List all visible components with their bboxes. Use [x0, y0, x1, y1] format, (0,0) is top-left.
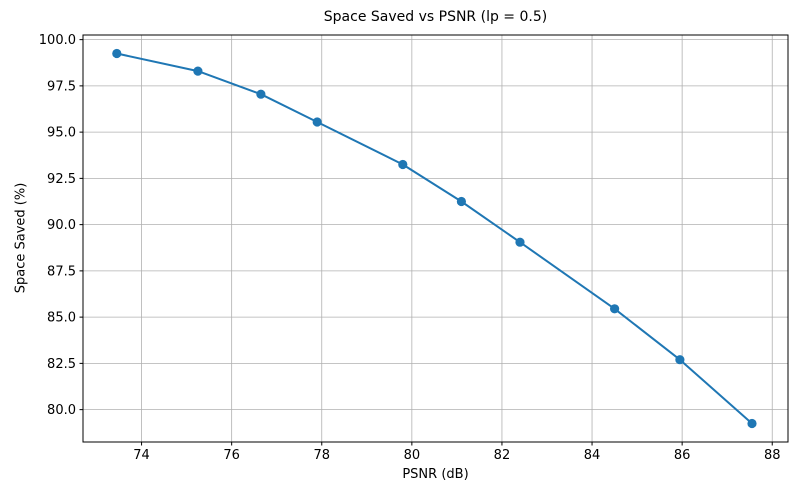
y-tick-label: 95.0 [47, 126, 76, 141]
chart-title: Space Saved vs PSNR (lp = 0.5) [323, 9, 548, 25]
data-point-marker [456, 196, 466, 207]
x-tick-label: 88 [764, 448, 781, 463]
x-tick-label: 78 [313, 448, 330, 463]
data-line [115, 52, 753, 425]
data-point-marker [256, 89, 266, 99]
data-point-marker [675, 355, 685, 365]
data-point-marker [193, 66, 203, 76]
data-point-marker [398, 159, 408, 170]
y-tick-label: 85.0 [47, 311, 76, 326]
data-point-marker [747, 418, 757, 429]
y-tick-label: 80.0 [47, 403, 76, 418]
x-tick-label: 84 [584, 448, 601, 463]
axes-background [83, 35, 788, 442]
x-tick-label: 76 [223, 448, 240, 463]
x-tick-label: 82 [494, 448, 511, 463]
x-tick-label: 86 [674, 448, 691, 463]
y-tick-label: 92.5 [47, 172, 76, 187]
y-axis-label: Space Saved (%) [13, 182, 29, 294]
data-point-marker [515, 237, 525, 247]
x-tick-label: 74 [133, 448, 150, 463]
x-axis-label: PSNR (dB) [402, 467, 469, 482]
data-point-marker [610, 304, 620, 314]
y-tick-label: 82.5 [47, 357, 76, 372]
x-tick-label: 80 [404, 448, 421, 463]
y-tick-label: 100.0 [39, 33, 76, 48]
y-tick-label: 90.0 [47, 218, 76, 233]
y-tick-label: 87.5 [47, 264, 76, 279]
data-point-marker [312, 117, 322, 127]
data-point-marker [112, 48, 122, 59]
y-tick-label: 97.5 [47, 79, 76, 94]
axes-spines [82, 34, 789, 443]
